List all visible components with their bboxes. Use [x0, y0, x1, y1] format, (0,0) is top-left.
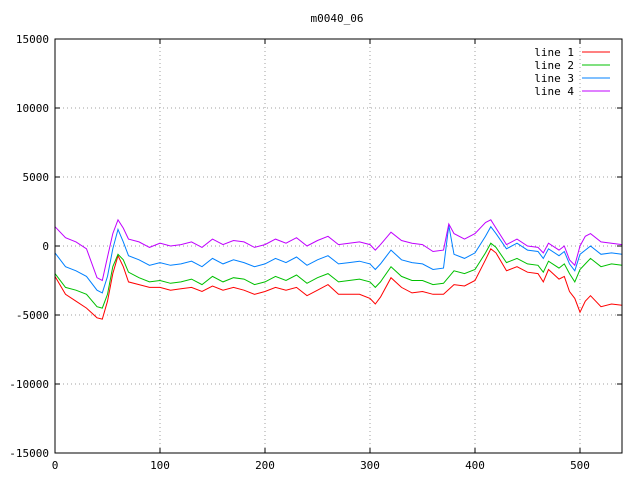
x-tick-label: 400 — [465, 459, 485, 472]
legend-label: line 4 — [534, 85, 574, 98]
legend-label: line 2 — [534, 59, 574, 72]
series-line-line-4 — [54, 218, 623, 282]
x-tick-label: 200 — [255, 459, 275, 472]
grid-layer — [55, 39, 622, 453]
y-tick-label: 5000 — [23, 171, 50, 184]
y-tick-label: 10000 — [16, 102, 49, 115]
legend-label: line 3 — [534, 72, 574, 85]
legend-label: line 1 — [534, 46, 574, 59]
series-line-line-1 — [54, 248, 623, 320]
ticks-layer: 0 100 200 300 400 500 -15000 -10000 -5000 0 5000 10… — [9, 33, 622, 472]
x-tick-label: 300 — [360, 459, 380, 472]
chart-title: m0040_06 — [311, 12, 364, 25]
series-line-line-2 — [54, 242, 623, 309]
x-tick-label: 0 — [52, 459, 59, 472]
y-tick-label: -15000 — [9, 447, 49, 460]
y-tick-label: 15000 — [16, 33, 49, 46]
x-tick-label: 100 — [150, 459, 170, 472]
plot-frame — [54, 38, 623, 454]
series-line-line-3 — [54, 225, 623, 294]
series-layer — [54, 218, 623, 320]
y-tick-label: -10000 — [9, 378, 49, 391]
x-tick-label: 500 — [570, 459, 590, 472]
y-tick-label: 0 — [42, 240, 49, 253]
y-tick-label: -5000 — [16, 309, 49, 322]
